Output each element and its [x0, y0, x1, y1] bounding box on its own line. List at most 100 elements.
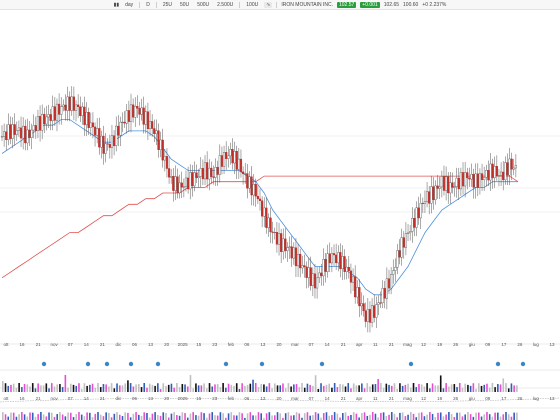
volume-bar: [369, 414, 371, 420]
candle-body: [125, 110, 128, 124]
candle-body: [442, 176, 446, 191]
volume-bar: [342, 413, 344, 420]
candle-body: [305, 266, 308, 278]
volume-bar: [437, 412, 439, 420]
volume-bar: [380, 412, 382, 420]
volume-bar: [453, 384, 456, 392]
volume-bar: [31, 412, 34, 420]
volume-bar: [478, 383, 480, 392]
volume-bar: [439, 412, 442, 420]
volume-bar: [333, 383, 336, 392]
volume-bar: [399, 383, 401, 392]
candle-body: [5, 131, 8, 141]
volume-bar: [167, 417, 170, 420]
candle-body: [241, 171, 245, 175]
volume-bar: [10, 412, 12, 420]
candle-body: [258, 198, 262, 201]
x-axis-label: 20: [164, 396, 170, 401]
event-marker-icon: [85, 361, 91, 367]
volume-bar: [502, 378, 505, 392]
volume-bar: [146, 387, 148, 392]
candle-body: [425, 191, 429, 202]
line-chart-icon[interactable]: ∿: [264, 1, 273, 8]
volume-bar: [116, 412, 118, 420]
volume-bar: [303, 387, 306, 392]
candle-body: [203, 162, 207, 180]
volume-bar: [458, 412, 461, 420]
price-chart[interactable]: ott 16 21 nov 07 14 21 dic 06 13 20 2025 15 23 feb 06 13…: [0, 10, 560, 420]
candle-body: [275, 232, 279, 245]
volume-bar: [235, 383, 238, 392]
volume-bar: [15, 416, 18, 420]
candle-body: [491, 163, 494, 179]
volume-bar: [184, 413, 186, 420]
volume-bar: [358, 385, 360, 392]
x-axis-label: 13: [549, 396, 555, 401]
event-marker-icon: [155, 361, 161, 367]
candle-body: [409, 231, 412, 234]
candle-body: [495, 166, 498, 177]
x-axis-label: 2025: [178, 396, 189, 401]
volume-bar: [121, 416, 124, 420]
scale-select[interactable]: day: [125, 1, 134, 8]
candle-body: [449, 182, 452, 194]
volume-bar: [56, 414, 58, 420]
volume-bar: [404, 416, 407, 420]
period-select[interactable]: 100U: [246, 1, 259, 8]
volume-bar: [4, 414, 7, 420]
candle-body: [394, 266, 397, 271]
volume-bar: [99, 387, 102, 392]
candle-body: [57, 103, 61, 115]
volume-bar: [461, 387, 464, 392]
candlestick-icon[interactable]: ▮▮: [113, 1, 120, 8]
volume-bar: [363, 412, 366, 420]
candle-body: [62, 104, 65, 107]
ma-500-button[interactable]: 500U: [197, 1, 210, 8]
candle-body: [265, 207, 268, 228]
volume-bar: [382, 387, 385, 392]
event-marker-icon: [128, 361, 134, 367]
volume-bar: [380, 383, 382, 392]
candle-body: [404, 233, 408, 248]
volume-bar: [230, 412, 233, 420]
volume-bar: [347, 383, 350, 392]
volume-bar: [467, 384, 469, 392]
volume-bar: [2, 381, 4, 392]
ma-25-button[interactable]: 25U: [162, 1, 172, 8]
volume-bar: [167, 384, 170, 392]
volume-bar: [347, 415, 350, 420]
price-badge: 102.57: [337, 1, 357, 8]
candle-body: [474, 173, 477, 188]
volume-bar: [331, 387, 333, 392]
candle-body: [377, 302, 380, 305]
candle-body: [189, 172, 192, 190]
candle-body: [24, 125, 27, 144]
volume-bar: [453, 416, 456, 420]
volume-bar: [312, 385, 314, 392]
candle-body: [45, 116, 48, 125]
volume-bar: [480, 385, 483, 392]
ma-50-button[interactable]: 50U: [180, 1, 190, 8]
candle-body: [165, 156, 169, 169]
x-axis-label: apr: [356, 396, 363, 401]
candle-body: [299, 253, 302, 269]
volume-bar: [118, 385, 121, 392]
x-axis-label: 09: [485, 342, 491, 347]
candle-body: [93, 126, 97, 136]
volume-bar: [366, 415, 369, 420]
volume-bar: [184, 384, 186, 392]
candle-body: [381, 288, 384, 304]
event-marker-icon: [223, 361, 229, 367]
volume-bar: [241, 413, 243, 420]
x-axis-label: 07: [68, 342, 74, 347]
volume-bar: [173, 412, 175, 420]
volume-bar: [445, 414, 447, 420]
volume-bar: [162, 383, 165, 392]
ma-2500-button[interactable]: 2.500U: [217, 1, 234, 8]
interval-select[interactable]: D: [146, 1, 150, 8]
volume-bar: [45, 416, 48, 420]
volume-bar: [42, 385, 45, 392]
candle-body: [311, 273, 314, 286]
x-axis-label: 09: [485, 396, 491, 401]
candle-body: [13, 124, 16, 135]
